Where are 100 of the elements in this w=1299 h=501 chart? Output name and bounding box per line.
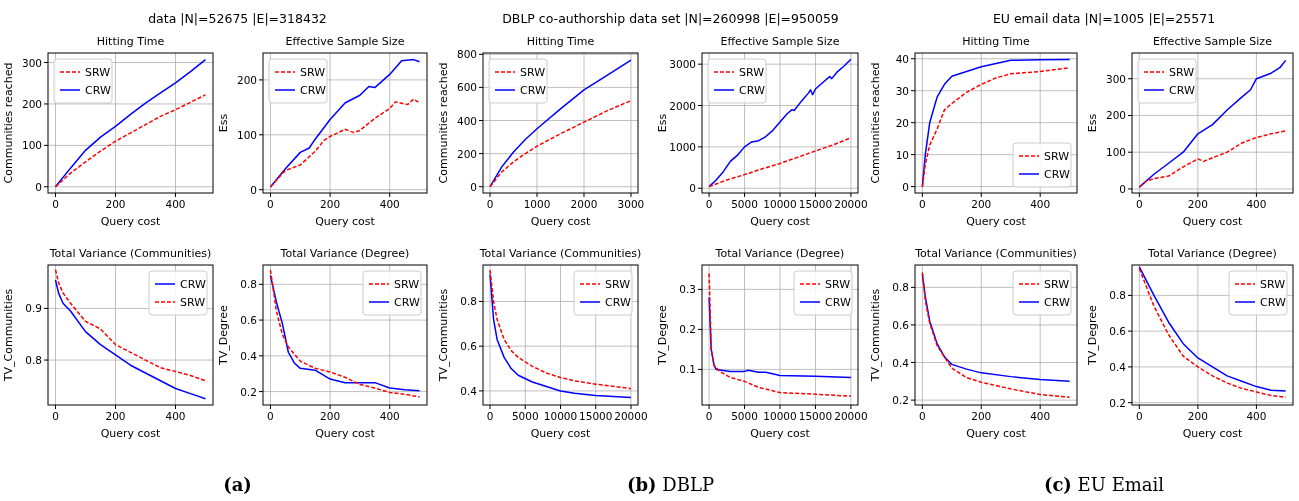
line-series <box>708 58 852 188</box>
legend-label: SRW <box>520 66 546 79</box>
y-tick-label: 200 <box>236 73 257 86</box>
x-tick-label: 0 <box>52 410 59 422</box>
x-axis-title: Query cost <box>966 215 1027 228</box>
chart-title: Hitting Time <box>962 35 1030 48</box>
y-axis-title: Ess <box>1086 113 1099 133</box>
y-tick-label: 20 <box>895 116 909 129</box>
legend-label: SRW <box>1044 150 1070 163</box>
y-tick-label: 200 <box>1105 109 1126 122</box>
x-tick-label: 10000 <box>763 198 797 210</box>
x-axis-title: Query cost <box>530 427 592 440</box>
x-tick-label: 20000 <box>834 198 868 210</box>
chart-title: Total Variance (Communities) <box>478 247 642 260</box>
y-tick-label: 0 <box>1119 182 1126 195</box>
y-tick-label: 0.8 <box>460 295 477 308</box>
y-tick-label: 2000 <box>669 99 696 112</box>
x-axis-title: Query cost <box>315 215 376 228</box>
x-tick-label: 0 <box>705 198 713 210</box>
legend-label: SRW <box>394 278 420 291</box>
y-tick-label: 0.8 <box>240 278 257 291</box>
x-tick-label: 0 <box>486 410 494 422</box>
x-tick-label: 0 <box>267 410 274 422</box>
y-axis-title: Communities reached <box>2 62 15 184</box>
x-tick-label: 2000 <box>570 198 598 210</box>
x-tick-label: 5000 <box>731 198 758 210</box>
y-tick-label: 300 <box>1105 72 1126 85</box>
x-axis-title: Query cost <box>1182 215 1244 228</box>
y-tick-label: 0 <box>689 182 696 195</box>
y-axis-title: TV_Communities <box>869 288 882 383</box>
x-tick-label: 200 <box>971 198 992 210</box>
chart-title: Total Variance (Communities) <box>48 247 212 260</box>
chart-title: Effective Sample Size <box>720 35 840 48</box>
chart-title: Total Variance (Degree) <box>714 247 845 260</box>
y-tick-label: 0.4 <box>892 356 910 369</box>
x-axis-title: Query cost <box>750 427 811 440</box>
x-tick-label: 200 <box>320 410 341 422</box>
y-tick-label: 0 <box>35 180 42 193</box>
y-tick-label: 0.2 <box>1109 396 1126 409</box>
y-tick-label: 0.4 <box>1109 360 1127 373</box>
y-axis-title: Ess <box>656 113 669 133</box>
y-axis-title: Communities reached <box>869 62 882 184</box>
legend-label: SRW <box>300 66 326 79</box>
line-series <box>489 59 632 188</box>
x-tick-label: 20000 <box>614 410 648 422</box>
line-series <box>54 279 207 400</box>
legend-label: CRW <box>1044 168 1070 181</box>
x-axis-title: Query cost <box>100 427 162 440</box>
x-tick-label: 15000 <box>579 410 613 422</box>
y-tick-label: 100 <box>236 128 257 141</box>
chart-title: Effective Sample Size <box>285 35 405 48</box>
y-tick-label: 0 <box>250 183 257 196</box>
y-tick-label: 0.4 <box>240 349 258 362</box>
legend-label: CRW <box>1260 296 1286 309</box>
legend-label: SRW <box>605 278 631 291</box>
line-series <box>54 58 207 188</box>
y-tick-label: 30 <box>895 84 909 97</box>
x-tick-label: 5000 <box>731 410 758 422</box>
x-tick-label: 0 <box>919 198 926 210</box>
x-tick-label: 3000 <box>617 198 645 210</box>
x-axis-title: Query cost <box>1182 427 1244 440</box>
legend-label: CRW <box>394 296 420 309</box>
y-tick-label: 3000 <box>669 58 696 71</box>
x-tick-label: 20000 <box>834 410 868 422</box>
text: (c) EU Email <box>1043 474 1165 495</box>
line-series <box>54 268 207 382</box>
y-tick-label: 0.6 <box>892 318 910 331</box>
x-tick-label: 10000 <box>543 410 578 422</box>
y-tick-label: 100 <box>1105 146 1126 159</box>
line-series <box>269 98 421 188</box>
y-tick-label: 0.2 <box>892 394 909 407</box>
y-axis-title: Ess <box>217 113 230 133</box>
y-tick-label: 200 <box>21 97 42 110</box>
x-tick-label: 0 <box>919 410 926 422</box>
x-axis-title: Query cost <box>100 215 162 228</box>
y-tick-label: 0.3 <box>679 283 696 296</box>
x-tick-label: 0 <box>267 198 274 210</box>
text: (b) DBLP <box>626 474 715 495</box>
legend-label: CRW <box>1169 84 1195 97</box>
legend-label: SRW <box>180 296 206 309</box>
legend-label: SRW <box>1044 278 1070 291</box>
legend-label: SRW <box>1260 278 1286 291</box>
chart-title: Total Variance (Communities) <box>914 247 1077 260</box>
y-tick-label: 40 <box>895 52 909 65</box>
legend-label: CRW <box>739 84 765 97</box>
line-series <box>269 58 421 188</box>
y-tick-label: 0.8 <box>25 354 42 367</box>
y-tick-label: 600 <box>456 81 477 94</box>
y-axis-title: TV_Degree <box>217 304 230 366</box>
line-series <box>489 99 632 188</box>
x-axis-title: Query cost <box>750 215 811 228</box>
y-tick-label: 200 <box>456 147 477 160</box>
x-tick-label: 400 <box>379 198 400 210</box>
legend-label: CRW <box>180 278 206 291</box>
x-tick-label: 200 <box>105 410 126 422</box>
legend-label: CRW <box>605 296 631 309</box>
chart-title: Total Variance (Degree) <box>1147 247 1277 260</box>
legend-label: CRW <box>825 296 851 309</box>
x-tick-label: 0 <box>1135 410 1143 422</box>
y-tick-label: 0.6 <box>240 314 258 327</box>
